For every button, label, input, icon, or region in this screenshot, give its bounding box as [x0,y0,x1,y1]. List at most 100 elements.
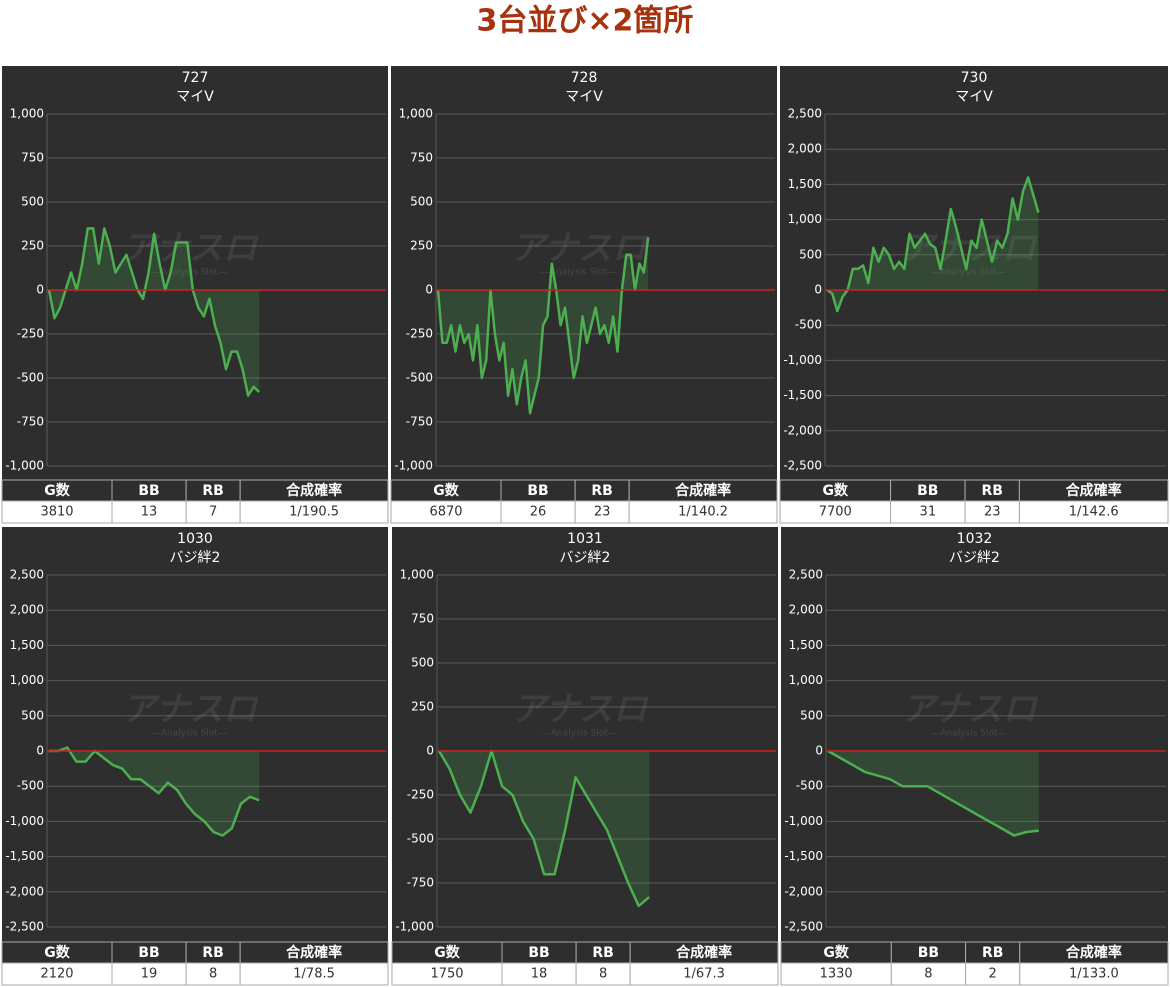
y-tick-label: -1,000 [5,814,44,828]
chart-subtitle: マイV [176,89,214,105]
table-value: 6870 [429,505,462,520]
page-title: 3台並び×2箇所 [477,4,694,39]
table-header: BB [527,483,548,499]
line [47,227,261,397]
table-header: RB [592,945,613,961]
table-header: G数 [44,944,70,961]
y-tick-label: 750 [410,151,433,165]
y-tick-label: -1,000 [394,459,433,473]
y-tick-label: -500 [17,371,44,385]
y-tick-label: -1,000 [5,459,44,473]
table-value: 1/78.5 [293,967,335,982]
chart-title: 728 [571,70,598,86]
y-tick-label: -1,500 [783,388,822,402]
chart-title: 1032 [957,531,993,547]
watermark-sub: —Analysis Slot— [152,268,227,278]
y-tick-label: 1,500 [788,177,822,191]
y-tick-label: 750 [21,151,44,165]
table-header: RB [591,483,612,499]
table-value: 7 [209,505,217,520]
table-value: 1/67.3 [683,967,725,982]
chart-subtitle: マイV [955,89,993,105]
table-header: BB [917,483,938,499]
panel-background [2,66,388,480]
y-tick-label: -500 [406,371,433,385]
table-cell [239,500,389,524]
table-value: 18 [531,967,548,982]
chart-title: 1031 [567,531,603,547]
y-tick-label: -1,000 [784,814,823,828]
y-tick-label: 1,000 [400,568,434,582]
panel-background [391,66,777,480]
table-header: G数 [823,482,849,499]
table-header: RB [982,945,1003,961]
table-header: BB [138,945,159,961]
table-header: 合成確率 [675,482,731,499]
table-header: RB [202,945,223,961]
y-tick-label: 1,000 [789,673,823,687]
table-cell [239,962,389,986]
chart-title: 1030 [177,531,213,547]
table-header: G数 [433,482,459,499]
y-tick-label: -1,000 [395,920,434,934]
y-tick-label: 0 [814,283,822,297]
y-tick-label: 2,000 [10,603,44,617]
y-tick-label: -500 [796,779,823,793]
watermark: アナスロ [122,690,259,730]
y-tick-label: 1,000 [788,212,822,226]
table-value: 1/142.6 [1069,505,1119,520]
y-tick-label: 0 [36,744,44,758]
y-tick-label: 0 [426,744,434,758]
y-tick-label: 1,500 [789,638,823,652]
y-tick-label: 250 [21,239,44,253]
y-tick-label: -750 [17,415,44,429]
line [437,749,651,908]
table-cell [629,962,779,986]
table-header: BB [918,945,939,961]
y-tick-label: 500 [21,708,44,722]
table-header: BB [528,945,549,961]
area [827,177,1039,312]
table-value: 3810 [40,505,73,520]
y-tick-label: -2,500 [783,459,822,473]
y-tick-label: 1,000 [10,107,44,121]
y-tick-label: -1,500 [784,849,823,863]
table-header: RB [982,483,1003,499]
table-header: 合成確率 [286,482,342,499]
table-value: 8 [924,967,932,982]
y-tick-label: 500 [21,195,44,209]
line [827,749,1039,837]
table-header: 合成確率 [286,944,342,961]
table-value: 31 [920,505,937,520]
chart-panel: 728マイV1,0007505002500-250-500-750-1,000ア… [390,66,778,524]
y-tick-label: 0 [425,283,433,297]
y-tick-label: -250 [17,327,44,341]
watermark-sub: —Analysis Slot— [542,729,617,739]
y-tick-label: 2,000 [789,603,823,617]
y-tick-label: -2,000 [784,884,823,898]
y-tick-label: 250 [410,239,433,253]
chart-subtitle: マイV [565,89,603,105]
chart-title: 730 [961,70,988,86]
line [826,176,1040,313]
y-tick-label: 2,500 [788,107,822,121]
watermark-sub: —Analysis Slot— [541,268,616,278]
line [49,746,260,837]
table-header: 合成確率 [676,944,732,961]
y-tick-label: -2,500 [784,920,823,934]
table-header: G数 [44,482,70,499]
y-tick-label: 500 [410,195,433,209]
chart-panel: 730 マイV 2,500 2,000 1,500 1,000 500 0 -500 -1,000… [779,66,1169,524]
table-value: 23 [594,505,611,520]
y-tick-label: 2,000 [788,142,822,156]
table-header: 合成確率 [1066,482,1122,499]
panel-background [780,66,1168,480]
table-header: G数 [434,944,460,961]
y-tick-label: 1,500 [10,638,44,652]
y-tick-label: -2,000 [783,423,822,437]
chart-subtitle: バジ絆2 [560,550,611,566]
y-tick-label: 500 [799,247,822,261]
watermark-sub: —Analysis Slot— [152,729,227,739]
table-cell [1018,500,1169,524]
chart-panel: 1032 バジ絆2 2,500 2,000 1,500 1,000 500 0 -500 -1,0… [780,527,1169,986]
